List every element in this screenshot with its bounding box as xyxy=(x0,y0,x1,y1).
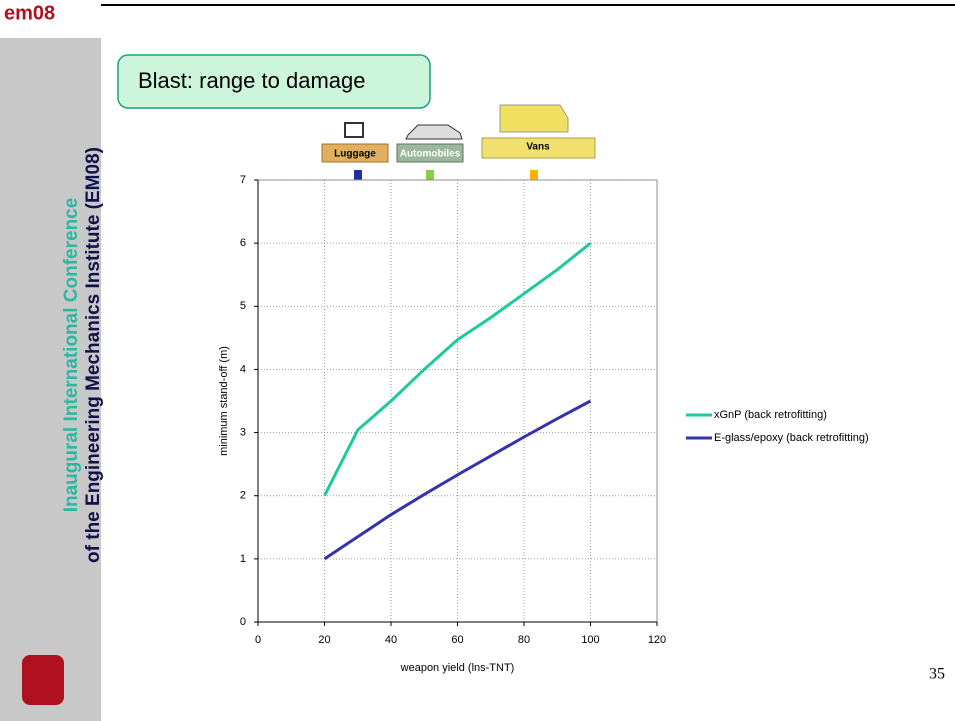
tag xyxy=(321,143,389,163)
x-tick-label: 100 xyxy=(581,634,599,646)
x-axis-label: weapon yield (lns-TNT) xyxy=(400,662,515,674)
x-tick-label: 40 xyxy=(385,634,397,646)
series-line xyxy=(323,399,592,561)
luggage-icon xyxy=(344,122,364,138)
chart: 0 1 2 3 4 5 6 7 0 20 40 60 80 100 120 weapon yield (lns… xyxy=(218,174,869,674)
title: Blast: range to damage xyxy=(138,68,365,93)
icon-label: Luggage xyxy=(334,149,376,160)
logo-box xyxy=(0,0,101,38)
x-tick-label: 80 xyxy=(518,634,530,646)
car-icon xyxy=(405,124,463,140)
series-line xyxy=(323,241,592,497)
y-tick-label: 3 xyxy=(240,426,246,438)
x-tick-label: 20 xyxy=(318,634,330,646)
x-tick-label: 120 xyxy=(648,634,666,646)
icon-label: Automobiles xyxy=(400,149,461,160)
y-tick-label: 4 xyxy=(240,363,246,375)
y-tick-label: 5 xyxy=(240,300,246,312)
title-box xyxy=(117,54,431,109)
sidebar xyxy=(0,0,101,721)
y-axis-label: minimum stand-off (m) xyxy=(218,346,230,456)
icon-label: Vans xyxy=(526,142,550,153)
y-tick-label: 6 xyxy=(240,237,246,249)
tag xyxy=(481,137,596,159)
seal xyxy=(22,655,64,705)
sidebar-line1: Inaugural International Conference xyxy=(61,198,82,513)
logo: em08 xyxy=(4,2,55,24)
y-tick-label: 1 xyxy=(240,553,246,565)
tag xyxy=(396,143,464,163)
y-tick-label: 7 xyxy=(240,174,246,186)
legend-label: xGnP (back retrofitting) xyxy=(714,409,827,421)
van-icon xyxy=(499,104,569,133)
x-tick-label: 0 xyxy=(255,634,261,646)
top-rule xyxy=(0,4,955,6)
y-tick-label: 2 xyxy=(240,490,246,502)
page-number: 35 xyxy=(929,666,945,683)
x-tick-label: 60 xyxy=(451,634,463,646)
legend-label: E-glass/epoxy (back retrofitting) xyxy=(714,432,869,444)
y-tick-label: 0 xyxy=(240,616,246,628)
sidebar-line2: of the Engineering Mechanics Institute (… xyxy=(83,147,104,563)
